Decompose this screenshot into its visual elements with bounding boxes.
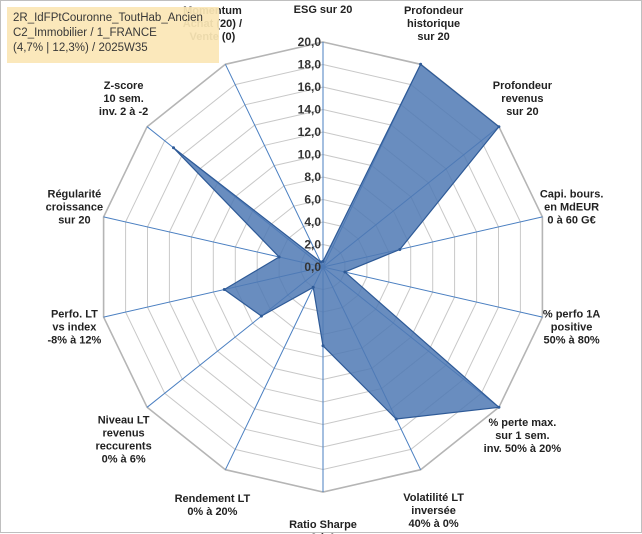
series-point xyxy=(259,314,263,318)
tick-label: 14,0 xyxy=(298,103,322,117)
axis-label: reccurents xyxy=(95,441,151,453)
axis-label: 0% à 20% xyxy=(187,506,237,518)
axis-label: positive xyxy=(551,322,593,334)
series-point xyxy=(398,248,402,251)
axis-label: 40% à 0% xyxy=(409,518,459,530)
tick-label: 2,0 xyxy=(304,238,321,252)
series-point xyxy=(321,259,325,263)
axis-label: vs index xyxy=(52,322,97,334)
axis-label: revenus xyxy=(501,93,543,105)
axis-label: Profondeur xyxy=(493,80,553,92)
axis-label: inversée xyxy=(411,505,456,517)
axis-label: revenus xyxy=(102,428,144,440)
chart-title-line-3: (4,7% | 12,3%) / 2025W35 xyxy=(13,42,148,54)
axis-label: en MdEUR xyxy=(544,201,599,213)
radial-tick-labels: 0,0 2,0 4,0 6,0 8,0 10,0 12,0 14,0 16,0 18,0 20,0 xyxy=(298,35,322,274)
tick-label: 18,0 xyxy=(298,58,322,72)
axis-label: inv. 50% à 20% xyxy=(484,443,562,455)
series-point xyxy=(277,255,281,259)
axis-label: croissance xyxy=(46,201,103,213)
axis-label: ESG sur 20 xyxy=(294,4,353,16)
axis-label: inv. 2 à -2 xyxy=(99,106,148,118)
series-point xyxy=(394,417,398,421)
axis-label: Régularité xyxy=(48,188,102,200)
tick-label: 6,0 xyxy=(304,193,321,207)
axis-label: sur 20 xyxy=(506,106,538,118)
axis-label: Rendement LT xyxy=(175,493,251,505)
series-point xyxy=(343,270,347,274)
series-point xyxy=(172,146,175,150)
tick-label: 4,0 xyxy=(304,215,321,229)
series-point xyxy=(222,288,226,291)
chart-title-line-2: C2_Immobilier / 1_FRANCE xyxy=(13,27,157,39)
axis-label: Niveau LT xyxy=(98,415,150,427)
axis-label: % perte max. xyxy=(488,417,556,429)
axis-label: 10 sem. xyxy=(103,93,143,105)
tick-label: 10,0 xyxy=(298,148,322,162)
series-area xyxy=(173,63,501,420)
axis-label: Ratio Sharpe xyxy=(289,519,357,531)
axis-label: Note xyxy=(311,1,335,3)
series-point xyxy=(311,285,315,289)
axis-label: Z-score xyxy=(104,80,144,92)
tick-label: 16,0 xyxy=(298,80,322,94)
axis-label: Volatilité LT xyxy=(403,492,464,504)
tick-label: 12,0 xyxy=(298,125,322,139)
tick-label: 20,0 xyxy=(298,35,322,49)
axis-label: sur 1 sem. xyxy=(495,430,549,442)
series-point xyxy=(319,260,323,264)
axis-label: Perfo. LT xyxy=(51,309,98,321)
axis-label: sur 20 xyxy=(417,31,449,43)
axis-label: 0% à 6% xyxy=(102,454,146,466)
series-point xyxy=(497,125,501,129)
axis-label: sur 20 xyxy=(58,214,90,226)
axis-spoke xyxy=(224,64,324,268)
series-point xyxy=(321,344,325,348)
series-point xyxy=(419,62,423,66)
radar-series xyxy=(172,62,501,421)
axis-spoke xyxy=(322,266,543,318)
chart-title-line-1: 2R_IdFPtCouronne_ToutHab_Ancien xyxy=(13,12,203,24)
series-point xyxy=(497,405,501,409)
chart-title-box: 2R_IdFPtCouronne_ToutHab_Ancien C2_Immob… xyxy=(7,7,219,63)
axis-label: historique xyxy=(407,18,460,30)
tick-label: 8,0 xyxy=(304,170,321,184)
axis-label: % perfo 1A xyxy=(543,309,601,321)
axis-label: 50% à 80% xyxy=(543,335,599,347)
axis-label: 0 à 60 G€ xyxy=(547,214,595,226)
axis-label: Profondeur xyxy=(404,5,464,17)
axis-spoke xyxy=(224,266,324,470)
axis-label: Capi. bours. xyxy=(540,188,604,200)
tick-label: 0,0 xyxy=(304,260,321,274)
axis-label: -8% à 12% xyxy=(47,335,101,347)
